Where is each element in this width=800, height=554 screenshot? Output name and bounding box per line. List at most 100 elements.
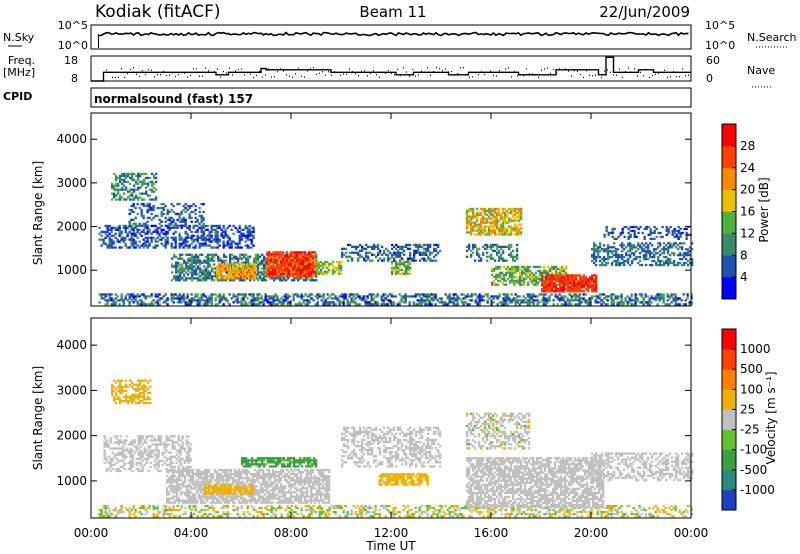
heatmap-cell: [364, 299, 367, 302]
heatmap-cell: [195, 253, 198, 256]
heatmap-cell: [612, 299, 615, 302]
heatmap-cell: [234, 246, 237, 249]
heatmap-cell: [336, 506, 339, 510]
heatmap-cell: [143, 182, 146, 185]
heatmap-cell: [278, 506, 281, 510]
heatmap-cell: [298, 270, 301, 274]
heatmap-cell: [273, 277, 276, 280]
heatmap-cell: [178, 214, 181, 217]
heatmap-cell: [529, 277, 532, 280]
heatmap-cell: [124, 295, 127, 298]
heatmap-cell: [112, 299, 115, 302]
heatmap-cell: [522, 295, 525, 298]
heatmap-cell: [150, 295, 153, 298]
heatmap-cell: [515, 269, 518, 273]
heatmap-cell: [359, 255, 362, 258]
heatmap-cell: [446, 303, 449, 306]
heatmap-cell: [179, 271, 182, 274]
heatmap-cell: [494, 249, 497, 252]
heatmap-cell: [130, 226, 133, 229]
heatmap-cell: [472, 221, 475, 224]
heatmap-cell: [286, 297, 289, 300]
heatmap-cell: [621, 254, 624, 257]
heatmap-cell: [602, 293, 605, 296]
heatmap-cell: [176, 301, 179, 304]
heatmap-cell: [240, 269, 243, 272]
heatmap-cell: [199, 275, 202, 278]
heatmap-cell: [270, 515, 273, 518]
heatmap-cell: [306, 259, 309, 262]
heatmap-cell: [160, 210, 163, 214]
heatmap-cell: [108, 515, 111, 518]
heatmap-cell: [259, 271, 262, 274]
heatmap-cell: [236, 271, 239, 274]
heatmap-cell: [516, 299, 519, 302]
heatmap-cell: [211, 267, 214, 270]
heatmap-cell: [155, 172, 158, 176]
heatmap-cell: [520, 299, 523, 302]
heatmap-cell: [146, 203, 149, 206]
heatmap-cell: [419, 245, 422, 248]
heatmap-cell: [629, 244, 632, 247]
heatmap-cell: [326, 266, 329, 269]
heatmap-cell: [510, 251, 513, 254]
heatmap-cell: [280, 515, 283, 518]
heatmap-cell: [288, 295, 291, 298]
heatmap-cell: [198, 206, 201, 210]
heatmap-cell: [340, 504, 343, 508]
heatmap-cell: [146, 244, 149, 247]
heatmap-cell: [194, 220, 197, 223]
nave-dot: [271, 76, 272, 78]
heatmap-cell: [125, 186, 128, 189]
heatmap-cell: [222, 236, 225, 239]
heatmap-cell: [561, 278, 564, 281]
heatmap-cell: [324, 303, 327, 306]
heatmap-cell: [326, 272, 329, 275]
heatmap-cell: [687, 252, 690, 255]
heatmap-cell: [110, 303, 113, 306]
heatmap-cell: [290, 268, 293, 272]
heatmap-cell: [300, 263, 303, 266]
heatmap-cell: [246, 269, 249, 272]
heatmap-cell: [435, 259, 438, 262]
heatmap-cell: [146, 303, 149, 306]
heatmap-cell: [222, 242, 225, 245]
heatmap-cell: [355, 251, 358, 254]
heatmap-cell: [252, 234, 255, 237]
heatmap-cell: [174, 240, 177, 243]
heatmap-cell: [572, 295, 575, 298]
heatmap-cell: [391, 243, 394, 247]
heatmap-cell: [565, 265, 568, 269]
heatmap-cell: [516, 301, 519, 304]
nave-dot: [280, 68, 281, 70]
heatmap-cell: [332, 301, 335, 304]
heatmap-cell: [356, 293, 359, 296]
heatmap-cell: [466, 215, 469, 218]
heatmap-cell: [605, 229, 608, 233]
heatmap-cell: [118, 246, 121, 249]
heatmap-cell: [509, 281, 512, 284]
heatmap-cell: [565, 288, 568, 291]
heatmap-cell: [226, 244, 229, 247]
heatmap-cell: [150, 218, 153, 221]
heatmap-cell: [456, 295, 459, 298]
heatmap-cell: [259, 261, 262, 264]
heatmap-cell: [599, 242, 602, 245]
heatmap-cell: [122, 236, 125, 239]
heatmap-cell: [195, 277, 198, 280]
heatmap-cell: [215, 253, 218, 256]
heatmap-cell: [531, 273, 534, 276]
heatmap-cell: [114, 226, 117, 229]
heatmap-cell: [529, 271, 532, 274]
heatmap-cell: [188, 246, 191, 249]
heatmap-cell: [585, 288, 588, 291]
heatmap-cell: [545, 276, 548, 279]
heatmap-cell: [407, 247, 410, 250]
heatmap-cell: [173, 255, 176, 258]
heatmap-cell: [158, 293, 161, 296]
heatmap-cell: [514, 297, 517, 300]
heatmap-cell: [142, 230, 145, 233]
heatmap-cell: [124, 244, 127, 247]
heatmap-cell: [406, 515, 409, 518]
heatmap-cell: [655, 252, 658, 255]
